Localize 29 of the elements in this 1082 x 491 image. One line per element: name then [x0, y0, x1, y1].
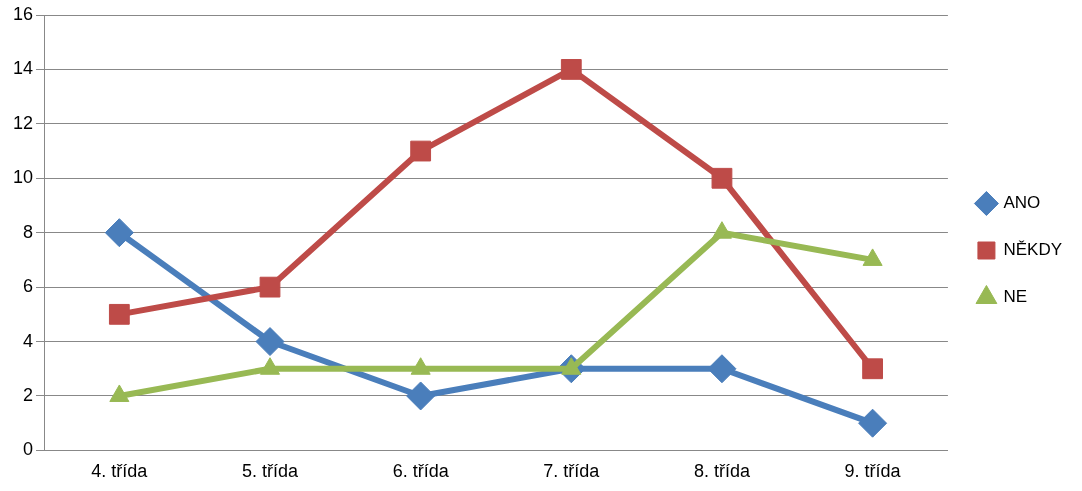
y-tick-label: 2: [23, 384, 34, 405]
y-tick-label: 0: [23, 439, 34, 460]
y-tick-label: 12: [12, 112, 34, 133]
x-tick-label: 5. třída: [241, 461, 299, 482]
x-tick-label: 8. třída: [693, 461, 751, 482]
x-tick-label: 7. třída: [543, 461, 601, 482]
y-tick-label: 16: [12, 3, 34, 24]
y-tick-label: 14: [12, 58, 34, 79]
x-tick-label: 9. třída: [844, 461, 902, 482]
y-tick-label: 8: [23, 221, 34, 242]
point: [410, 140, 432, 162]
y-tick-label: 10: [12, 167, 34, 188]
legend-label: NE: [1003, 287, 1028, 307]
point: [255, 327, 285, 357]
point: [862, 358, 883, 380]
x-tick-label: 6. třída: [392, 461, 450, 482]
y-tick-label: 6: [23, 276, 34, 297]
x-tick-label: 4. třída: [91, 461, 149, 482]
point: [108, 303, 130, 325]
point: [259, 276, 281, 298]
point: [406, 381, 436, 411]
point: [711, 167, 733, 189]
point: [858, 408, 888, 438]
legend-label: NĚKDY: [1003, 240, 1063, 260]
point: [707, 354, 737, 384]
y-tick-label: 4: [23, 330, 34, 351]
point: [560, 59, 582, 80]
legend-label: ANO: [1003, 193, 1041, 213]
point: [104, 218, 134, 248]
